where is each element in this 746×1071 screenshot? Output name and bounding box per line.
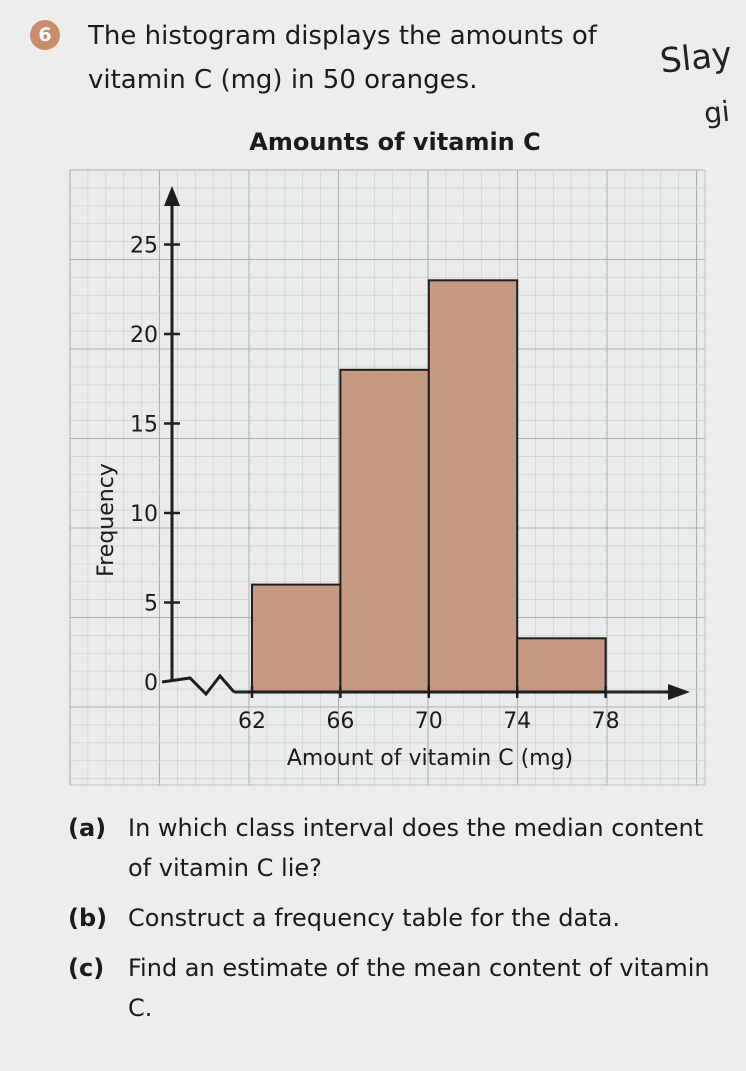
part-c: (c) Find an estimate of the mean content… [68, 948, 728, 1028]
part-c-label: (c) [68, 954, 105, 982]
question-number-badge: 6 [30, 20, 60, 50]
chart-title: Amounts of vitamin C [249, 128, 540, 156]
axis-break-zigzag [161, 673, 236, 697]
x-axis-label: Amount of vitamin C (mg) [287, 746, 573, 771]
part-a: (a) In which class interval does the med… [68, 808, 728, 888]
part-b-label: (b) [68, 904, 108, 932]
y-tick-label: 15 [130, 413, 158, 438]
x-axis-arrow [668, 684, 690, 700]
handwritten-note-1: Slay [658, 34, 734, 82]
chart-bars [251, 279, 607, 694]
x-tick-label: 70 [415, 709, 443, 734]
question-stem: The histogram displays the amounts of vi… [88, 21, 597, 95]
x-tick-label: 78 [592, 709, 620, 734]
x-tick-label: 74 [503, 709, 531, 734]
part-b-text: Construct a frequency table for the data… [128, 904, 620, 932]
x-tick-label: 62 [238, 709, 266, 734]
bar-70-74 [427, 279, 519, 694]
y-tick-label: 5 [144, 592, 158, 617]
y-axis-label: Frequency [94, 463, 119, 577]
part-c-text: Find an estimate of the mean content of … [128, 954, 710, 1022]
y-tick-label: 20 [130, 323, 158, 348]
bar-74-78 [516, 637, 607, 693]
part-a-label: (a) [68, 814, 107, 842]
part-b: (b) Construct a frequency table for the … [68, 898, 728, 938]
bar-66-70 [339, 368, 430, 693]
question-parts: (a) In which class interval does the med… [68, 808, 728, 1038]
part-a-text: In which class interval does the median … [128, 814, 704, 882]
y-tick-label: 25 [130, 234, 158, 259]
histogram-chart: Amounts of vitamin C 0 5 10 15 20 25 62 66 70 74 7… [69, 128, 706, 786]
bar-62-66 [251, 583, 342, 694]
y-tick-label: 0 [144, 671, 158, 696]
y-axis-arrow [164, 186, 180, 206]
y-tick-label: 10 [130, 502, 158, 527]
x-tick-label: 66 [326, 709, 354, 734]
chart-axes [161, 186, 690, 700]
chart-ticks: 0 5 10 15 20 25 62 66 70 74 78 [130, 234, 620, 735]
